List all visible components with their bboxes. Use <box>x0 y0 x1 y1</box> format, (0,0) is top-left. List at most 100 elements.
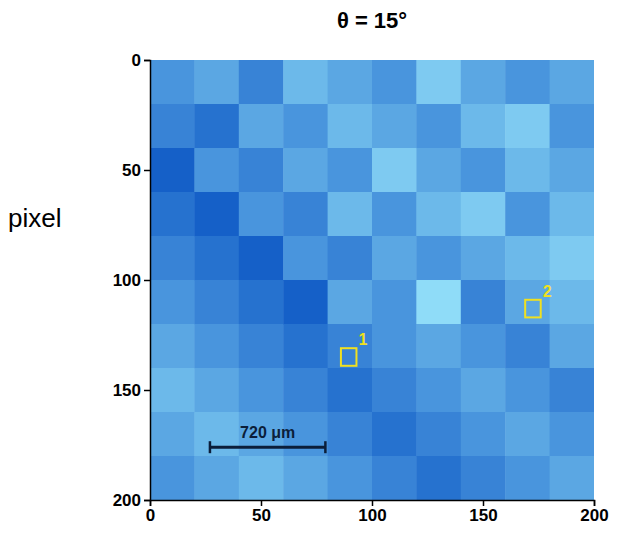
heat-cell <box>239 148 284 193</box>
heat-cell <box>239 192 284 237</box>
heat-cell <box>372 236 417 281</box>
tick-mark <box>144 60 150 62</box>
annotation-texts: 720 μm12 <box>240 283 552 441</box>
heat-cell <box>283 324 328 369</box>
heat-cell <box>505 236 550 281</box>
heat-cell <box>150 280 195 325</box>
heat-cell <box>505 192 550 237</box>
heat-cell <box>239 104 284 149</box>
heat-cell <box>194 368 239 413</box>
heat-cell <box>239 324 284 369</box>
region-label: 1 <box>358 331 367 348</box>
heat-cell <box>194 104 239 149</box>
region-box <box>525 300 541 318</box>
heat-cell <box>372 60 417 105</box>
heat-cell <box>150 456 195 500</box>
heat-cell <box>239 60 284 105</box>
tick: 200 <box>580 500 608 525</box>
heat-cell <box>416 192 461 237</box>
heat-cell <box>505 60 550 105</box>
heat-cell <box>283 236 328 281</box>
tick: 150 <box>469 500 497 525</box>
tick-label: 200 <box>113 491 141 510</box>
heat-cell <box>328 324 373 369</box>
tick: 50 <box>252 500 271 525</box>
tick: 100 <box>358 500 386 525</box>
heat-cell <box>461 280 506 325</box>
region-box <box>341 348 357 366</box>
heat-cell <box>550 412 594 457</box>
heat-cell <box>150 324 195 369</box>
heat-cell <box>372 324 417 369</box>
heat-cell <box>461 104 506 149</box>
heat-cell <box>550 236 594 281</box>
tick-label: 100 <box>113 271 141 290</box>
heat-cell <box>550 104 594 149</box>
heat-cell <box>416 456 461 500</box>
heat-cell <box>550 60 594 105</box>
heat-cell <box>194 148 239 193</box>
scale-bar-cap <box>209 441 212 453</box>
heat-cell <box>416 324 461 369</box>
heat-cell <box>328 192 373 237</box>
tick: 200 <box>113 491 150 510</box>
heat-cell <box>283 280 328 325</box>
heat-cell <box>194 324 239 369</box>
heat-cell <box>416 60 461 105</box>
heat-cell <box>239 236 284 281</box>
heat-cell <box>461 192 506 237</box>
heat-cell <box>550 324 594 369</box>
y-axis: 050100150200 <box>113 51 151 510</box>
chart: 720 μm12050100150200050100150200θ = 15°p… <box>0 0 634 552</box>
heat-cell <box>150 192 195 237</box>
cells <box>150 60 594 500</box>
heat-cell <box>194 280 239 325</box>
tick-label: 200 <box>580 506 608 525</box>
heat-cell <box>283 60 328 105</box>
heat-cell <box>505 104 550 149</box>
axis-line <box>144 61 151 501</box>
heat-cell <box>283 148 328 193</box>
heat-cell <box>150 368 195 413</box>
heat-cell <box>328 148 373 193</box>
heat-cell <box>328 412 373 457</box>
heat-cell <box>461 60 506 105</box>
heat-cell <box>283 456 328 500</box>
heat-cell <box>372 280 417 325</box>
heat-cell <box>416 412 461 457</box>
heat-cell <box>328 236 373 281</box>
heat-cell <box>372 456 417 500</box>
tick: 50 <box>122 161 150 180</box>
heat-cell <box>372 368 417 413</box>
title: θ = 15° <box>337 8 407 33</box>
heat-cell <box>194 192 239 237</box>
heat-cell <box>461 456 506 500</box>
tick: 0 <box>146 500 155 525</box>
tick: 100 <box>113 271 150 290</box>
heat-cell <box>194 456 239 500</box>
x-axis: 0 50 100 150 200 <box>146 500 609 525</box>
heat-cell <box>461 324 506 369</box>
heat-cell <box>150 60 195 105</box>
heat-cell <box>461 148 506 193</box>
heat-cell <box>416 280 461 325</box>
heat-cell <box>150 104 195 149</box>
heat-cell <box>372 412 417 457</box>
tick-mark <box>144 500 150 502</box>
heat-cell <box>505 412 550 457</box>
heat-cell <box>194 236 239 281</box>
tick-label: 50 <box>122 161 141 180</box>
tick-label: 0 <box>146 506 155 525</box>
heat-cell <box>239 368 284 413</box>
heat-cell <box>328 280 373 325</box>
scale-bar-cap <box>324 441 327 453</box>
heat-cell <box>328 456 373 500</box>
heat-cell <box>328 104 373 149</box>
heat-cell <box>505 324 550 369</box>
heat-cell <box>372 192 417 237</box>
heat-cell <box>416 236 461 281</box>
heat-cell <box>416 368 461 413</box>
heat-cell <box>194 60 239 105</box>
heat-cell <box>550 192 594 237</box>
heat-cell <box>505 456 550 500</box>
